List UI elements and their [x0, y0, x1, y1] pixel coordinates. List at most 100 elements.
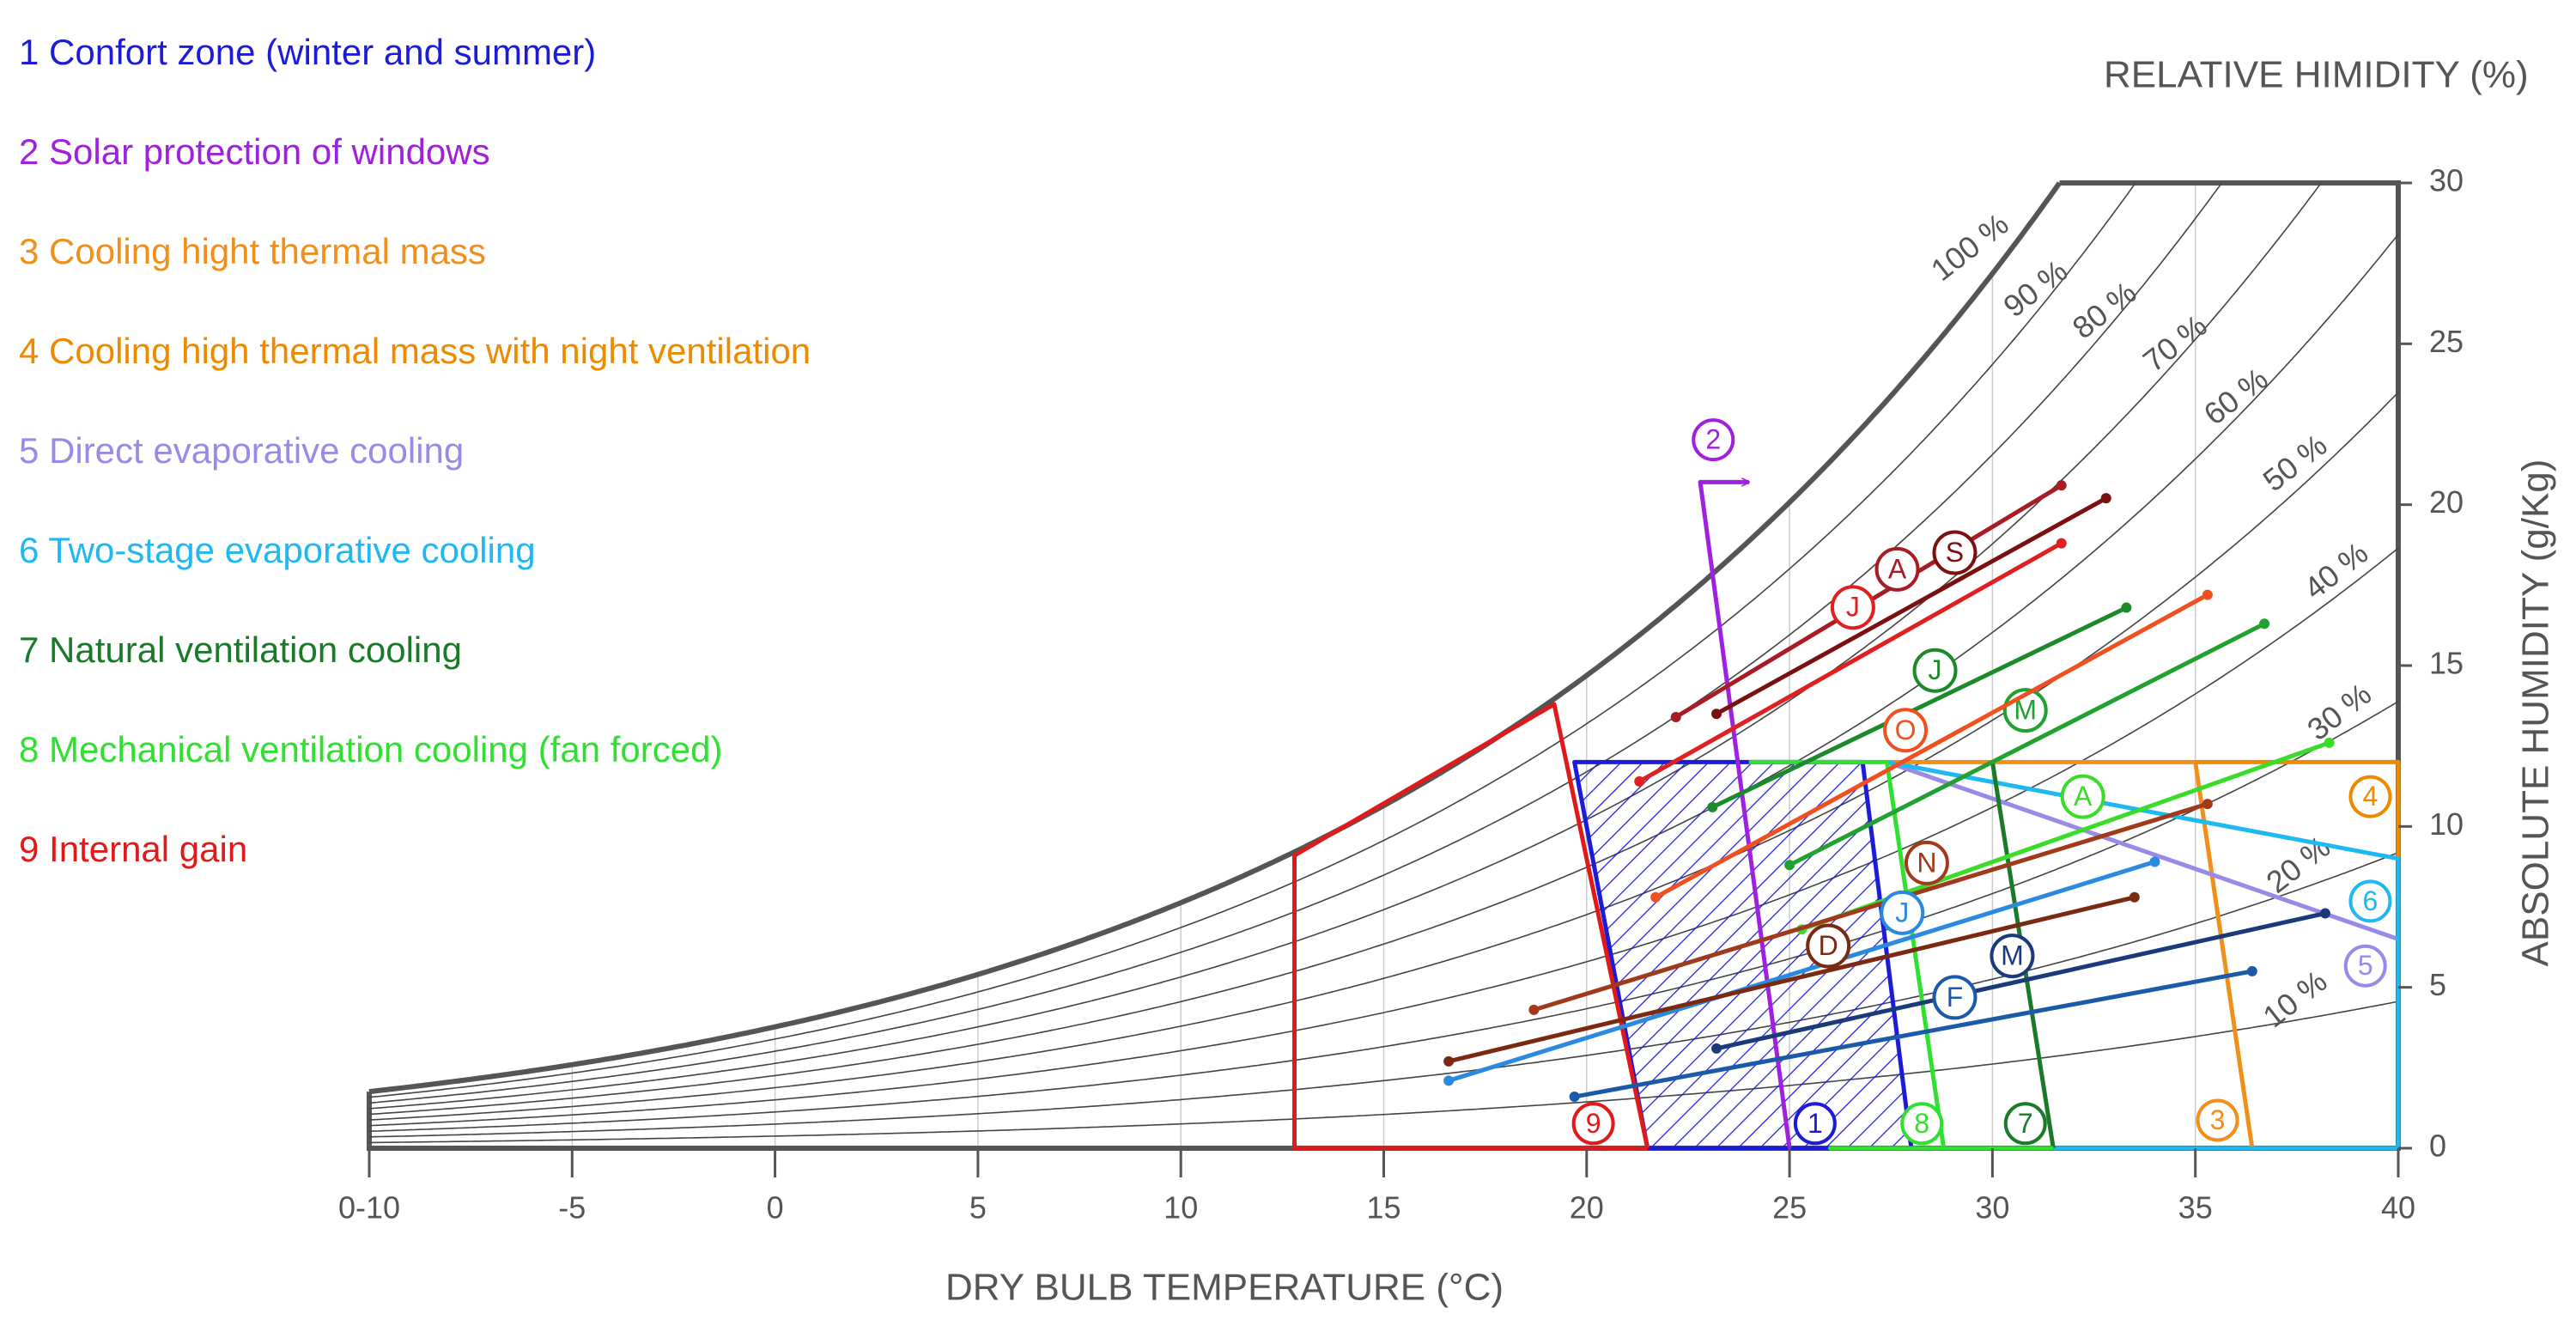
y-tick-label: 30 [2429, 163, 2464, 198]
x-tick-label: 40 [2381, 1190, 2415, 1226]
month-marker-label: F [1947, 982, 1964, 1013]
y-tick-label: 5 [2429, 967, 2446, 1002]
rh-curve [368, 182, 2322, 1110]
zone-outline [1572, 759, 1914, 1151]
month-marker-circle [1880, 890, 1925, 935]
month-marker-label: A [2074, 781, 2093, 812]
month-line [1801, 740, 2330, 932]
x-tick-label: 35 [2178, 1190, 2213, 1226]
month-end-dot [1711, 1043, 1722, 1054]
month-marker-label: O [1895, 715, 1917, 745]
month-marker-circle [1990, 934, 2035, 979]
month-marker-label: A [1888, 553, 1907, 584]
legend-entry: 2 Solar protection of windows [19, 131, 490, 172]
month-marker-circle [1904, 840, 1949, 885]
month-end-dot [1707, 801, 1718, 812]
legend-entry: 7 Natural ventilation cooling [19, 630, 462, 670]
x-tick-label: 0 [767, 1190, 784, 1226]
legend-entry: 1 Confort zone (winter and summer) [19, 32, 596, 72]
x-axis-title: DRY BULB TEMPERATURE (°C) [945, 1267, 1504, 1309]
zone-marker: 2 [1692, 418, 1735, 462]
month-end-dot [1634, 775, 1645, 787]
month-end-dot [2121, 602, 2132, 613]
zone-marker: 3 [2196, 1098, 2239, 1142]
month-marker-circle [1830, 585, 1875, 630]
month-end-dot [1650, 891, 1662, 903]
zone-marker-circle [1571, 1102, 1615, 1146]
month-line [1533, 801, 2208, 1013]
y-tick-label: 20 [2429, 484, 2464, 520]
zone-marker-circle [1793, 1102, 1837, 1146]
zone-outline [1292, 702, 1650, 1151]
month-marker-label: D [1819, 930, 1838, 961]
x-tick-label: 30 [1975, 1190, 2009, 1226]
rh-curve [368, 234, 2399, 1116]
month-end-dot [2149, 856, 2160, 867]
month-marker-circle [1932, 975, 1978, 1020]
x-tick-label: -5 [558, 1190, 586, 1226]
rh-label: 10 % [2257, 964, 2334, 1035]
rh-label: 30 % [2300, 676, 2378, 747]
month-marker-label: J [1895, 897, 1909, 928]
month-end-dot [1528, 1004, 1540, 1015]
month-end-dot [2129, 891, 2140, 903]
zone-marker-circle [2003, 1102, 2047, 1146]
zone-marker-circle [2343, 944, 2387, 988]
month-marker-label: J [1846, 592, 1860, 623]
month-line [1637, 541, 2063, 784]
zone-marker-circle [2196, 1098, 2239, 1142]
zone-marker-label: 4 [2363, 781, 2379, 812]
zone-marker-label: 9 [1586, 1108, 1601, 1139]
month-end-dot [1711, 709, 1722, 720]
x-tick-label: 15 [1366, 1190, 1400, 1226]
rh-title: RELATIVE HIMIDITY (%) [2104, 54, 2529, 96]
x-tick-label: 5 [969, 1190, 987, 1226]
month-end-dot [2324, 737, 2335, 748]
zone-marker-label: 3 [2210, 1104, 2226, 1135]
rh-curve [368, 547, 2399, 1127]
zone-marker: 8 [1900, 1102, 1944, 1146]
zone-marker: 5 [2343, 944, 2387, 988]
zone-outline [1886, 760, 2399, 941]
month-end-dot [2202, 589, 2213, 600]
rh-label: 100 % [1924, 206, 2015, 288]
month-marker-label: M [2001, 940, 2024, 971]
legend-entry: 6 Two-stage evaporative cooling [19, 530, 536, 570]
month-marker-label: N [1917, 847, 1936, 878]
month-end-dot [1443, 1075, 1455, 1086]
month-end-dot [2246, 965, 2257, 976]
month-marker-label: S [1946, 537, 1964, 568]
zone-marker-label: 7 [2018, 1108, 2033, 1139]
zone-outline [1748, 759, 2054, 1151]
legend-entry: 4 Cooling high thermal mass with night v… [19, 331, 811, 371]
month-line [1448, 895, 2136, 1064]
month-end-dot [2056, 480, 2067, 491]
zone-marker-circle [2348, 775, 2392, 818]
rh-curve [368, 701, 2399, 1133]
month-marker-circle [1883, 708, 1929, 753]
zone-marker-label: 6 [2363, 885, 2379, 916]
y-tick-label: 10 [2429, 806, 2464, 842]
rh-label: 50 % [2257, 427, 2334, 498]
month-end-dot [2202, 799, 2213, 810]
x-tick-label: 25 [1772, 1190, 1807, 1226]
month-end-dot [2319, 908, 2330, 919]
zone-marker: 1 [1793, 1102, 1837, 1146]
zone-marker-label: 8 [1914, 1108, 1929, 1139]
zone-outline [1698, 482, 1792, 1149]
zone-marker-label: 5 [2358, 950, 2373, 981]
zone-marker-circle [1692, 418, 1735, 462]
y-axis-title: ABSOLUTE HUMIDITY (g/Kg) [2515, 459, 2557, 967]
month-line [1715, 496, 2107, 716]
rh-label: 60 % [2197, 361, 2275, 432]
zone-outline [2195, 759, 2401, 875]
rh-curve [368, 851, 2399, 1138]
month-line [1654, 593, 2209, 899]
y-tick-label: 0 [2429, 1128, 2446, 1164]
month-end-dot [1784, 860, 1795, 871]
zone-marker: 6 [2348, 879, 2392, 923]
rh-label: 40 % [2297, 535, 2374, 606]
rh-curve [368, 182, 2136, 1098]
rh-curve [369, 1001, 2399, 1144]
